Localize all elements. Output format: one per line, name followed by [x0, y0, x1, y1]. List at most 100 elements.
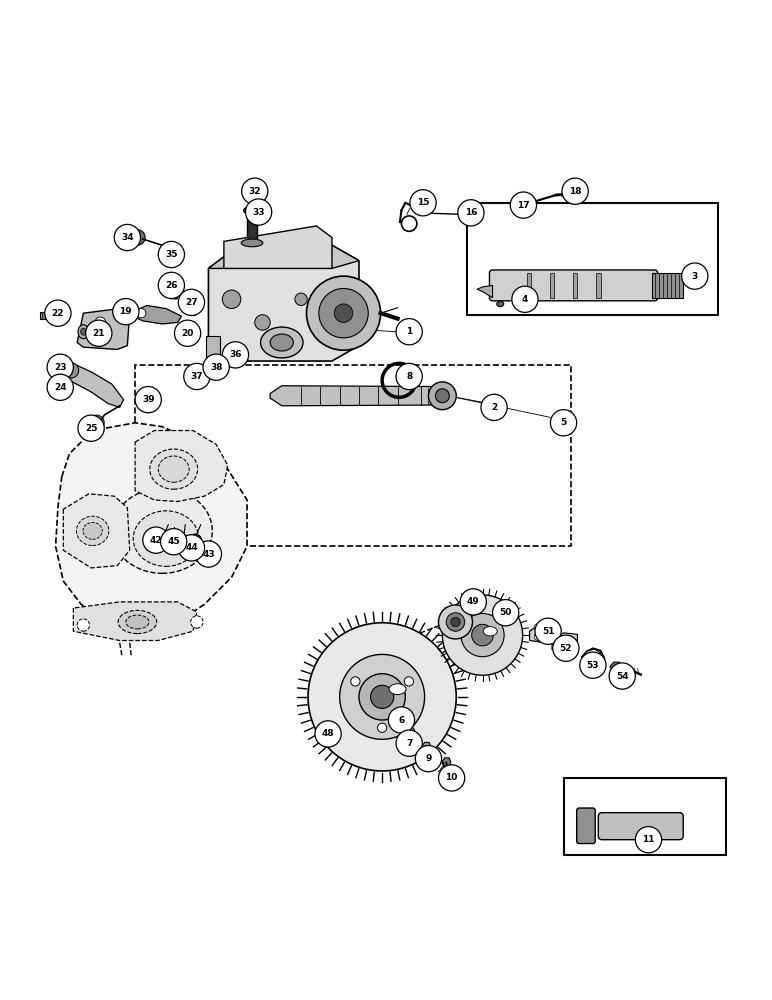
Circle shape	[512, 286, 538, 312]
Circle shape	[203, 354, 229, 380]
Text: 52: 52	[560, 644, 572, 653]
Bar	[550, 273, 554, 298]
Circle shape	[135, 387, 161, 413]
Text: 34: 34	[121, 233, 134, 242]
Circle shape	[682, 263, 708, 289]
Text: 43: 43	[202, 550, 215, 559]
Circle shape	[635, 827, 662, 853]
Circle shape	[195, 541, 222, 567]
Text: 21: 21	[93, 329, 105, 338]
Circle shape	[178, 535, 205, 561]
Circle shape	[396, 363, 422, 390]
Circle shape	[428, 382, 456, 410]
Bar	[652, 273, 683, 298]
Circle shape	[158, 241, 185, 268]
Text: 1: 1	[406, 327, 412, 336]
Text: 5: 5	[560, 418, 567, 427]
Circle shape	[534, 633, 542, 641]
Text: 10: 10	[445, 773, 458, 782]
Circle shape	[481, 394, 507, 420]
Circle shape	[359, 674, 405, 720]
Text: 7: 7	[406, 739, 412, 748]
Polygon shape	[610, 662, 622, 671]
Circle shape	[451, 617, 460, 627]
Circle shape	[306, 276, 381, 350]
Circle shape	[396, 730, 422, 756]
Text: 50: 50	[499, 608, 512, 617]
Ellipse shape	[242, 239, 263, 247]
Polygon shape	[224, 226, 332, 268]
Circle shape	[95, 317, 106, 328]
Circle shape	[174, 320, 201, 346]
Text: 36: 36	[229, 350, 242, 359]
Circle shape	[371, 685, 394, 708]
Bar	[206, 336, 220, 361]
Ellipse shape	[83, 522, 102, 539]
Polygon shape	[208, 245, 359, 361]
FancyBboxPatch shape	[577, 808, 595, 844]
Circle shape	[535, 618, 561, 644]
Text: 37: 37	[191, 372, 203, 381]
Ellipse shape	[270, 334, 293, 351]
Circle shape	[78, 415, 104, 441]
Ellipse shape	[126, 615, 149, 629]
Text: 2: 2	[491, 403, 497, 412]
Circle shape	[493, 600, 519, 626]
Circle shape	[63, 363, 79, 378]
Circle shape	[212, 359, 228, 375]
Ellipse shape	[497, 301, 504, 307]
Ellipse shape	[260, 327, 303, 358]
Text: 16: 16	[465, 208, 477, 217]
Text: 20: 20	[181, 329, 194, 338]
Text: 6: 6	[398, 716, 405, 725]
Circle shape	[458, 200, 484, 226]
Ellipse shape	[147, 393, 158, 401]
Bar	[527, 273, 531, 298]
Circle shape	[137, 309, 146, 318]
Bar	[596, 273, 601, 298]
Ellipse shape	[118, 610, 157, 634]
Polygon shape	[62, 361, 124, 407]
Bar	[247, 212, 257, 241]
Text: 3: 3	[692, 272, 698, 281]
Ellipse shape	[158, 456, 189, 482]
Circle shape	[446, 613, 465, 631]
Circle shape	[567, 188, 578, 199]
FancyBboxPatch shape	[489, 270, 658, 301]
Text: 11: 11	[642, 835, 655, 844]
Circle shape	[45, 300, 71, 326]
Circle shape	[510, 192, 537, 218]
Circle shape	[95, 332, 106, 343]
Ellipse shape	[195, 372, 207, 381]
Text: 39: 39	[142, 395, 154, 404]
Circle shape	[350, 677, 360, 686]
Bar	[573, 273, 577, 298]
Circle shape	[47, 354, 73, 380]
Bar	[40, 312, 59, 319]
Bar	[135, 365, 571, 546]
Circle shape	[472, 624, 493, 646]
Circle shape	[442, 595, 523, 675]
Circle shape	[77, 619, 90, 631]
Polygon shape	[552, 633, 577, 651]
Circle shape	[435, 389, 449, 403]
Circle shape	[58, 380, 69, 391]
Polygon shape	[73, 602, 197, 641]
Text: 33: 33	[252, 208, 265, 217]
Text: 51: 51	[542, 627, 554, 636]
Text: 42: 42	[150, 536, 162, 545]
Circle shape	[114, 224, 141, 251]
Text: 45: 45	[168, 537, 180, 546]
Circle shape	[191, 616, 203, 628]
Text: 24: 24	[54, 383, 66, 392]
Text: 9: 9	[425, 754, 432, 763]
Circle shape	[222, 342, 249, 368]
Circle shape	[562, 178, 588, 204]
Circle shape	[438, 605, 472, 639]
Ellipse shape	[244, 207, 261, 214]
Polygon shape	[56, 423, 247, 627]
Ellipse shape	[483, 627, 497, 636]
Circle shape	[609, 663, 635, 689]
Text: 17: 17	[517, 201, 530, 210]
Circle shape	[130, 230, 145, 245]
